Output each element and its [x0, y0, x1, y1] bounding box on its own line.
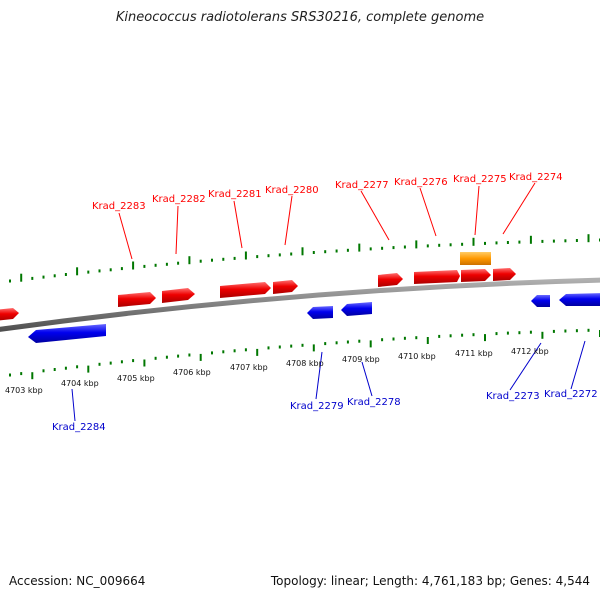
kbp-label: 4710 kbp — [398, 352, 436, 361]
gene-arrow-krad-2276[interactable] — [414, 270, 460, 284]
gene-arrow-krad-2278[interactable] — [341, 302, 372, 316]
kbp-label: 4704 kbp — [61, 379, 99, 388]
gene-arrow-krad-2284[interactable] — [28, 324, 106, 343]
gene-label[interactable]: Krad_2280 — [265, 185, 319, 196]
genome-summary: Topology: linear; Length: 4,761,183 bp; … — [270, 574, 590, 588]
gene-label[interactable]: Krad_2274 — [509, 172, 563, 183]
kbp-label: 4707 kbp — [230, 363, 268, 372]
gene-arrow-krad-2282[interactable] — [162, 288, 195, 303]
kbp-label: 4711 kbp — [455, 349, 493, 358]
kbp-label: 4712 kbp — [511, 347, 549, 356]
gene-arrow-krad-2277[interactable] — [378, 273, 403, 287]
genome-backbone — [0, 277, 600, 332]
gene-arrow[interactable] — [0, 308, 19, 321]
kbp-label: 4709 kbp — [342, 355, 380, 364]
reverse-label-connectors — [71, 340, 586, 422]
reverse-genes — [28, 293, 600, 343]
reverse-strand-ticks — [9, 328, 600, 380]
kbp-label: 4705 kbp — [117, 374, 155, 383]
gene-label[interactable]: Krad_2272 — [544, 389, 598, 400]
forward-label-connectors — [118, 182, 536, 260]
gene-arrow-krad-2281[interactable] — [220, 282, 271, 298]
gene-label[interactable]: Krad_2275 — [453, 174, 507, 185]
gene-arrow-krad-2283[interactable] — [118, 292, 156, 307]
page-title: Kineococcus radiotolerans SRS30216, comp… — [115, 10, 485, 25]
forward-genes — [0, 252, 516, 321]
kbp-label: 4703 kbp — [5, 386, 43, 395]
kbp-label: 4708 kbp — [286, 359, 324, 368]
kbp-label: 4706 kbp — [173, 368, 211, 377]
gene-arrow-krad-2273[interactable] — [531, 295, 550, 307]
rna-gene-box[interactable] — [460, 252, 491, 265]
gene-arrow-krad-2272[interactable] — [559, 293, 600, 306]
kbp-scale: 4703 kbp 4704 kbp 4705 kbp 4706 kbp 4707… — [5, 347, 549, 395]
reverse-gene-labels: Krad_2284 Krad_2279 Krad_2278 Krad_2273 … — [52, 389, 598, 433]
gene-label[interactable]: Krad_2277 — [335, 180, 389, 191]
gene-label[interactable]: Krad_2281 — [208, 189, 262, 200]
gene-arrow-krad-2280[interactable] — [273, 280, 298, 294]
forward-strand-ticks — [9, 234, 600, 283]
accession-label: Accession: NC_009664 — [9, 574, 146, 588]
gene-label[interactable]: Krad_2283 — [92, 201, 146, 212]
gene-label[interactable]: Krad_2284 — [52, 422, 106, 433]
gene-label[interactable]: Krad_2273 — [486, 391, 540, 402]
gene-label[interactable]: Krad_2276 — [394, 177, 448, 188]
gene-arrow-krad-2274[interactable] — [493, 268, 516, 281]
gene-label[interactable]: Krad_2282 — [152, 194, 206, 205]
gene-label[interactable]: Krad_2278 — [347, 397, 401, 408]
gene-arrow-krad-2279[interactable] — [307, 306, 333, 319]
forward-gene-labels: Krad_2283 Krad_2282 Krad_2281 Krad_2280 … — [92, 172, 563, 212]
gene-arrow-krad-2275[interactable] — [461, 269, 491, 282]
gene-label[interactable]: Krad_2279 — [290, 401, 344, 412]
